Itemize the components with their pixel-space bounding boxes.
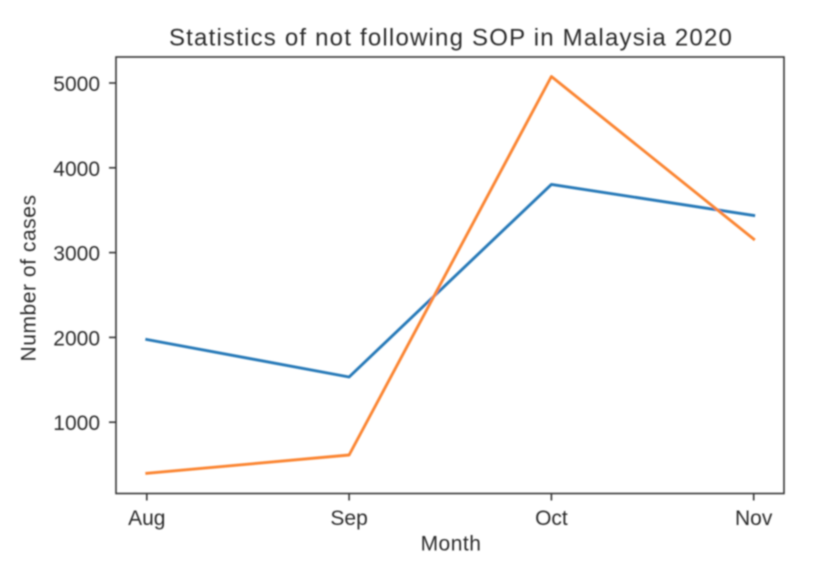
svg-text:Number of cases: Number of cases <box>18 195 41 362</box>
svg-text:4000: 4000 <box>53 158 100 181</box>
svg-text:5000: 5000 <box>53 73 100 96</box>
svg-text:Sep: Sep <box>330 507 367 530</box>
svg-text:Aug: Aug <box>128 507 165 530</box>
svg-text:1000: 1000 <box>53 412 100 435</box>
svg-text:3000: 3000 <box>53 243 100 266</box>
svg-text:2000: 2000 <box>53 327 100 350</box>
svg-text:Month: Month <box>421 533 482 556</box>
svg-text:Oct: Oct <box>535 507 568 530</box>
svg-text:Nov: Nov <box>735 507 773 530</box>
svg-text:Statistics of not following SO: Statistics of not following SOP in Malay… <box>169 25 733 52</box>
